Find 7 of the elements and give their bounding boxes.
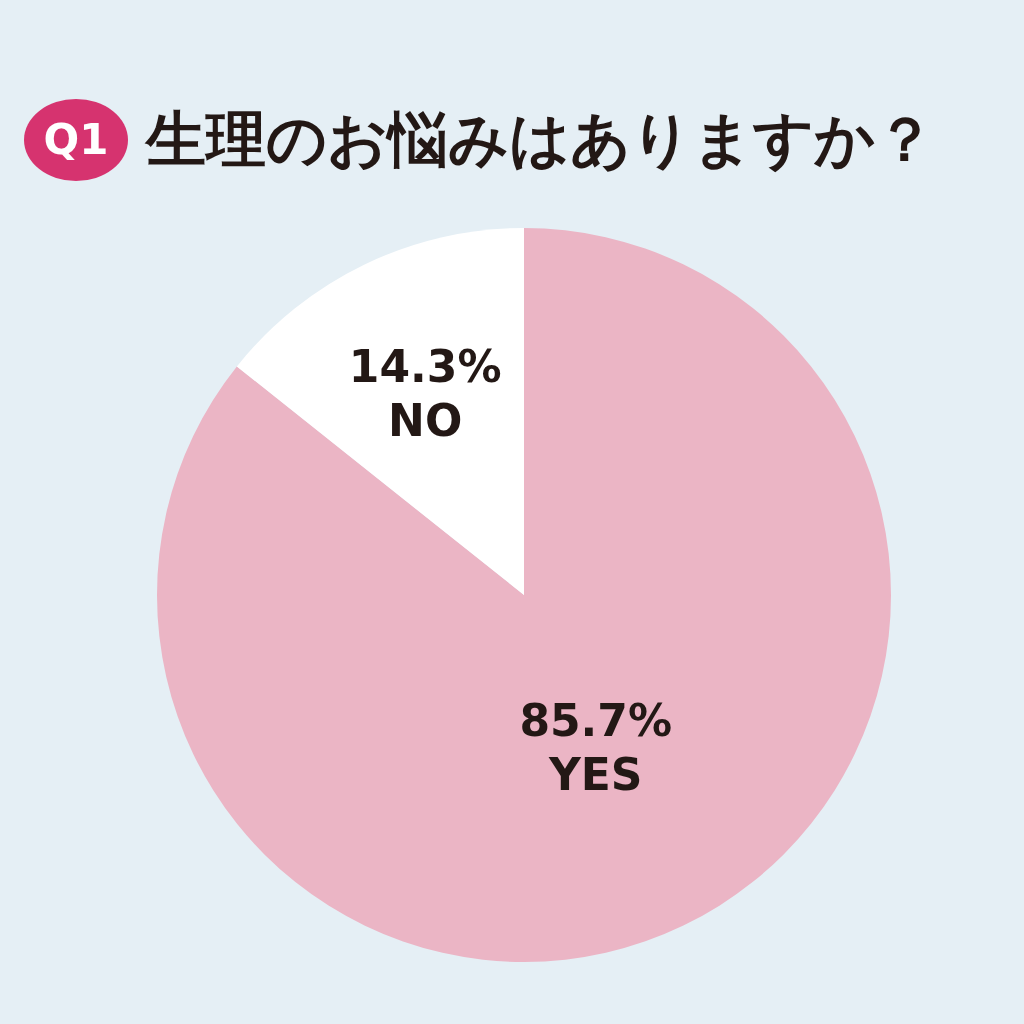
data-label: 14.3% (348, 341, 502, 393)
slice-label: NO (388, 395, 463, 447)
chart-title: 生理のお悩みはありますか？ (146, 103, 935, 176)
slice-label: YES (547, 748, 643, 800)
pie-slice (236, 228, 524, 595)
pie-slice (157, 228, 891, 962)
data-label: 85.7% (519, 694, 673, 746)
